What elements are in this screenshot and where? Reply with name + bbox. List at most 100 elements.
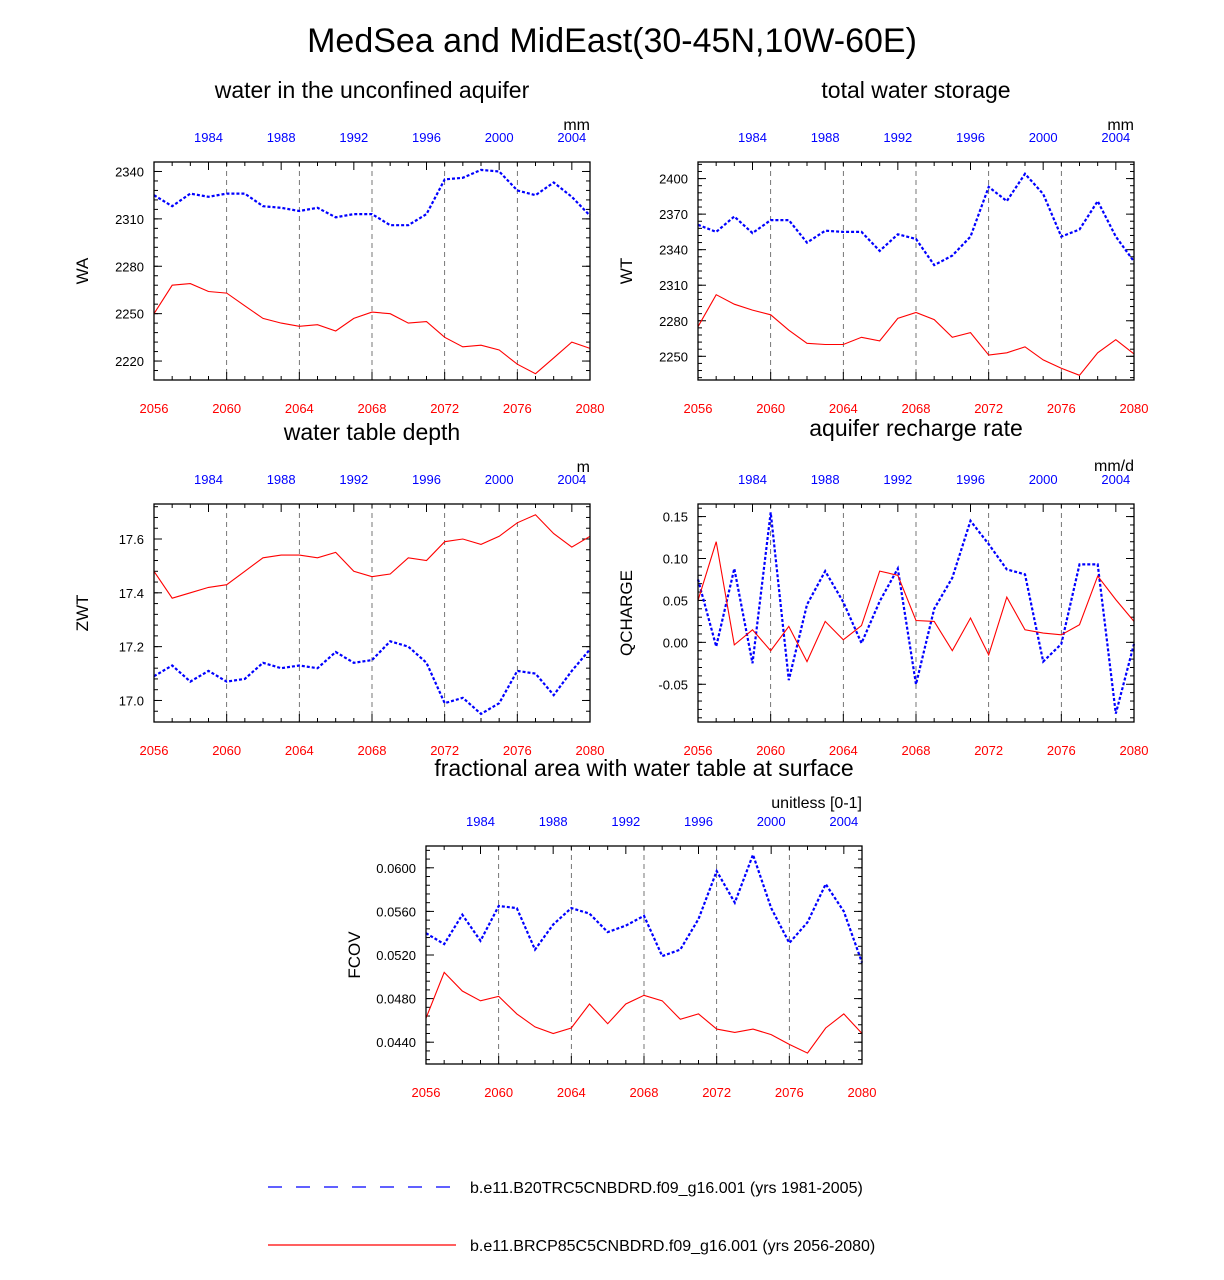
chart-panel-1: water in the unconfined aquifer mm WA 2056 2… [73,77,604,416]
x-tick-label-bottom: 2064 [557,1085,586,1100]
series-line-historical [425,851,864,963]
x-tick-label-bottom: 2080 [848,1085,877,1100]
x-tick-label-top: 2000 [1029,472,1058,487]
y-tick-label: 0.15 [663,510,688,525]
series-line-future [153,283,591,375]
panel-title: aquifer recharge rate [809,415,1023,441]
x-tick-label-bottom: 2076 [1047,401,1076,416]
chart-panel-5: fractional area with water table at surf… [345,755,876,1100]
x-tick-label-bottom: 2056 [412,1085,441,1100]
x-tick-label-top: 1992 [883,130,912,145]
x-tick-label-top: 1984 [466,814,495,829]
x-tick-label-top: 1984 [738,130,767,145]
y-axis-label: FCOV [345,931,364,979]
x-tick-label-top: 2000 [1029,130,1058,145]
y-tick-label: 0.0560 [376,904,416,919]
y-tick-label: 2310 [115,212,144,227]
x-tick-label-top: 1992 [883,472,912,487]
x-tick-label-top: 1988 [811,130,840,145]
x-tick-label-bottom: 2080 [1120,401,1149,416]
x-tick-label-bottom: 2072 [974,401,1003,416]
x-tick-label-top: 1996 [412,130,441,145]
legend-item: b.e11.B20TRC5CNBDRD.f09_g16.001 (yrs 198… [268,1180,863,1197]
x-tick-label-top: 2004 [829,814,858,829]
series-line-historical [697,172,1135,267]
x-tick-label-top: 1996 [412,472,441,487]
x-tick-label-bottom: 2080 [576,743,605,758]
x-tick-label-bottom: 2064 [829,401,858,416]
series-line-future [697,541,1135,663]
x-tick-label-top: 1988 [539,814,568,829]
y-tick-label: 2280 [659,314,688,329]
units-label: mm [1107,117,1134,134]
x-tick-label-bottom: 2060 [756,401,785,416]
y-tick-label: 0.0600 [376,861,416,876]
x-tick-label-bottom: 2056 [140,743,169,758]
x-tick-label-top: 1996 [956,472,985,487]
x-tick-label-top: 2004 [557,472,586,487]
y-tick-label: 2280 [115,259,144,274]
y-tick-label: 2340 [115,164,144,179]
x-tick-label-bottom: 2056 [684,743,713,758]
y-tick-label: 17.0 [119,693,144,708]
chart-panel-3: water table depth m ZWT 2056 2060 2064 2068 207… [73,419,604,758]
y-tick-label: 2340 [659,243,688,258]
x-tick-label-bottom: 2076 [503,743,532,758]
y-tick-label: 17.4 [119,586,144,601]
x-tick-label-top: 1988 [267,472,296,487]
y-tick-label: 2250 [115,307,144,322]
plot-frame [153,161,591,381]
legend-item: b.e11.BRCP85C5CNBDRD.f09_g16.001 (yrs 20… [268,1238,875,1255]
legend: b.e11.B20TRC5CNBDRD.f09_g16.001 (yrs 198… [268,1180,875,1255]
series-line-historical [153,640,591,716]
panel-title: fractional area with water table at surf… [434,755,853,781]
x-tick-label-bottom: 2068 [902,401,931,416]
x-tick-label-bottom: 2060 [212,401,241,416]
plot-frame [425,845,863,1065]
y-tick-label: 0.0480 [376,992,416,1007]
y-tick-label: 0.05 [663,593,688,608]
y-tick-label: 0.0440 [376,1035,416,1050]
y-axis-label: QCHARGE [617,570,636,656]
x-tick-label-bottom: 2072 [974,743,1003,758]
x-tick-label-top: 2000 [485,472,514,487]
series-line-historical [696,512,1136,714]
x-tick-label-top: 1984 [738,472,767,487]
y-axis-label: ZWT [73,595,92,632]
y-axis-label: WT [617,258,636,284]
panel-title: water in the unconfined aquifer [214,77,530,103]
x-tick-label-bottom: 2060 [484,1085,513,1100]
x-tick-label-bottom: 2080 [1120,743,1149,758]
x-tick-label-top: 1992 [611,814,640,829]
x-tick-label-top: 1996 [684,814,713,829]
units-label: mm/d [1094,458,1134,475]
x-tick-label-bottom: 2064 [829,743,858,758]
panel-title: water table depth [283,419,460,445]
x-tick-label-top: 1988 [267,130,296,145]
y-tick-label: 2400 [659,172,688,187]
x-tick-label-bottom: 2068 [358,401,387,416]
plot-frame [697,503,1135,723]
chart-panel-2: total water storage mm WT 2056 2060 2064 2068 2… [617,77,1148,416]
x-tick-label-top: 1992 [339,472,368,487]
x-tick-label-bottom: 2068 [358,743,387,758]
x-tick-label-bottom: 2076 [503,401,532,416]
y-axis-label: WA [73,257,92,284]
x-tick-label-bottom: 2076 [1047,743,1076,758]
y-tick-label: 17.6 [119,532,144,547]
y-tick-label: 0.10 [663,552,688,567]
x-tick-label-top: 1992 [339,130,368,145]
units-label: mm [563,117,590,134]
x-tick-label-bottom: 2056 [140,401,169,416]
x-tick-label-bottom: 2072 [430,743,459,758]
series-line-future [153,514,591,599]
chart-panel-4: aquifer recharge rate mm/d QCHARGE 2056 2060… [617,415,1148,758]
x-tick-label-bottom: 2064 [285,743,314,758]
x-tick-label-top: 2004 [557,130,586,145]
x-tick-label-top: 1984 [194,472,223,487]
series-line-future [425,971,863,1054]
legend-label: b.e11.B20TRC5CNBDRD.f09_g16.001 (yrs 198… [470,1180,863,1197]
panel-title: total water storage [821,77,1010,103]
series-line-historical [153,168,591,227]
